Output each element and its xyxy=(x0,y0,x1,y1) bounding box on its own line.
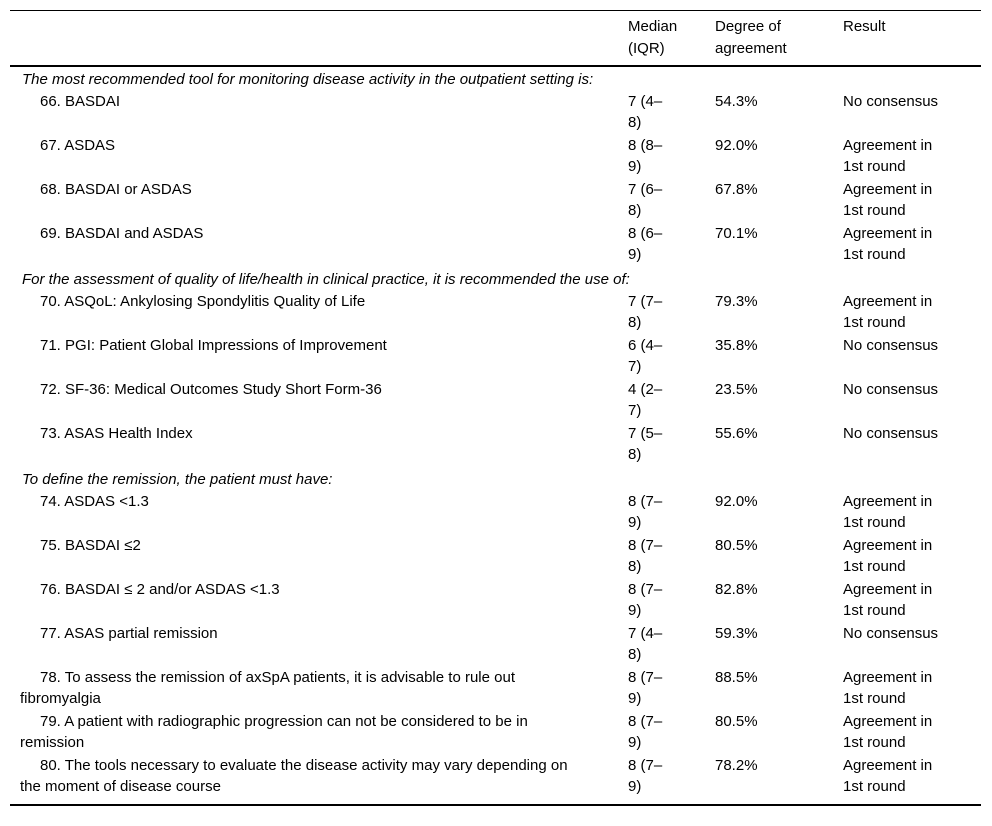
median-value: 7 (6–8) xyxy=(628,180,663,220)
result-value: Agreement in 1st round xyxy=(843,180,933,220)
table-row: 71. PGI: Patient Global Impressions of I… xyxy=(10,335,981,379)
agreement-value: 82.8% xyxy=(715,580,758,598)
table-row: 66. BASDAI 7 (4–8) 54.3% No consensus xyxy=(10,91,981,135)
table-row: 76. BASDAI ≤ 2 and/or ASDAS <1.3 8 (7–9)… xyxy=(10,579,981,623)
result-value: Agreement in 1st round xyxy=(843,292,933,332)
table-row: 69. BASDAI and ASDAS 8 (6–9) 70.1% Agree… xyxy=(10,223,981,267)
median-value: 8 (7–8) xyxy=(628,536,663,576)
column-header-result: Result xyxy=(843,10,981,67)
table-row: 79. A patient with radiographic progress… xyxy=(10,711,981,755)
header-row: Median (IQR) Degree of agreement Result xyxy=(10,10,981,67)
median-value: 7 (5–8) xyxy=(628,424,663,464)
item-label: 77. ASAS partial remission xyxy=(40,624,218,642)
result-value: Agreement in 1st round xyxy=(843,756,933,796)
result-value: Agreement in 1st round xyxy=(843,136,933,176)
page: Median (IQR) Degree of agreement Result … xyxy=(10,10,992,806)
agreement-value: 80.5% xyxy=(715,536,758,554)
agreement-value: 70.1% xyxy=(715,224,758,242)
agreement-value: 78.2% xyxy=(715,756,758,774)
agreement-value: 23.5% xyxy=(715,380,758,398)
result-value: No consensus xyxy=(843,336,939,354)
item-label: 72. SF-36: Medical Outcomes Study Short … xyxy=(40,380,382,398)
median-value: 8 (7–9) xyxy=(628,580,663,620)
section-heading-row: For the assessment of quality of life/he… xyxy=(10,267,981,291)
median-value: 7 (7–8) xyxy=(628,292,663,332)
result-value: Agreement in 1st round xyxy=(843,224,933,264)
item-label: 68. BASDAI or ASDAS xyxy=(40,180,192,198)
section-heading: The most recommended tool for monitoring… xyxy=(22,71,594,88)
item-label: 76. BASDAI ≤ 2 and/or ASDAS <1.3 xyxy=(40,580,280,598)
result-value: Agreement in 1st round xyxy=(843,668,933,708)
median-value: 4 (2–7) xyxy=(628,380,663,420)
item-label: 73. ASAS Health Index xyxy=(40,424,193,442)
agreement-value: 55.6% xyxy=(715,424,758,442)
section-heading-row: To define the remission, the patient mus… xyxy=(10,467,981,491)
result-value: Agreement in 1st round xyxy=(843,492,933,532)
item-label: 67. ASDAS xyxy=(40,136,116,154)
result-value: No consensus xyxy=(843,624,939,642)
table-row: 67. ASDAS 8 (8–9) 92.0% Agreement in 1st… xyxy=(10,135,981,179)
result-value: No consensus xyxy=(843,424,939,442)
median-value: 8 (7–9) xyxy=(628,668,663,708)
agreement-value: 92.0% xyxy=(715,492,758,510)
table-row: 80. The tools necessary to evaluate the … xyxy=(10,755,981,805)
column-header-median: Median (IQR) xyxy=(628,10,715,67)
table-row: 77. ASAS partial remission 7 (4–8) 59.3%… xyxy=(10,623,981,667)
table-header: Median (IQR) Degree of agreement Result xyxy=(10,10,981,67)
agreement-value: 80.5% xyxy=(715,712,758,730)
median-value: 8 (7–9) xyxy=(628,492,663,532)
table-row: 78. To assess the remission of axSpA pat… xyxy=(10,667,981,711)
item-label: 70. ASQoL: Ankylosing Spondylitis Qualit… xyxy=(40,292,366,310)
agreement-value: 88.5% xyxy=(715,668,758,686)
item-label: 80. The tools necessary to evaluate the … xyxy=(20,756,568,796)
median-value: 8 (7–9) xyxy=(628,712,663,752)
median-value: 7 (4–8) xyxy=(628,92,663,132)
median-value: 6 (4–7) xyxy=(628,336,663,376)
table-row: 68. BASDAI or ASDAS 7 (6–8) 67.8% Agreem… xyxy=(10,179,981,223)
agreement-value: 79.3% xyxy=(715,292,758,310)
table-row: 70. ASQoL: Ankylosing Spondylitis Qualit… xyxy=(10,291,981,335)
table-row: 75. BASDAI ≤2 8 (7–8) 80.5% Agreement in… xyxy=(10,535,981,579)
table-row: 72. SF-36: Medical Outcomes Study Short … xyxy=(10,379,981,423)
result-value: No consensus xyxy=(843,92,939,110)
item-label: 75. BASDAI ≤2 xyxy=(40,536,141,554)
median-value: 7 (4–8) xyxy=(628,624,663,664)
result-value: No consensus xyxy=(843,380,939,398)
agreement-value: 54.3% xyxy=(715,92,758,110)
item-label: 79. A patient with radiographic progress… xyxy=(20,712,528,752)
agreement-value: 35.8% xyxy=(715,336,758,354)
table-row: 74. ASDAS <1.3 8 (7–9) 92.0% Agreement i… xyxy=(10,491,981,535)
item-label: 78. To assess the remission of axSpA pat… xyxy=(20,668,515,708)
table-row: 73. ASAS Health Index 7 (5–8) 55.6% No c… xyxy=(10,423,981,467)
result-value: Agreement in 1st round xyxy=(843,712,933,752)
agreement-value: 67.8% xyxy=(715,180,758,198)
consensus-table: Median (IQR) Degree of agreement Result … xyxy=(10,10,981,806)
column-header-agreement: Degree of agreement xyxy=(715,10,843,67)
item-label: 69. BASDAI and ASDAS xyxy=(40,224,204,242)
item-label: 74. ASDAS <1.3 xyxy=(40,492,149,510)
section-heading: For the assessment of quality of life/he… xyxy=(22,270,630,288)
column-header-item xyxy=(10,10,628,67)
median-value: 8 (8–9) xyxy=(628,136,663,176)
section-heading-row: The most recommended tool for monitoring… xyxy=(10,66,981,91)
table-body: The most recommended tool for monitoring… xyxy=(10,66,981,805)
section-heading: To define the remission, the patient mus… xyxy=(22,470,333,488)
median-value: 8 (6–9) xyxy=(628,224,663,264)
item-label: 71. PGI: Patient Global Impressions of I… xyxy=(40,336,387,354)
result-value: Agreement in 1st round xyxy=(843,536,933,576)
median-value: 8 (7–9) xyxy=(628,756,663,796)
item-label: 66. BASDAI xyxy=(40,92,121,110)
result-value: Agreement in 1st round xyxy=(843,580,933,620)
agreement-value: 92.0% xyxy=(715,136,758,154)
agreement-value: 59.3% xyxy=(715,624,758,642)
